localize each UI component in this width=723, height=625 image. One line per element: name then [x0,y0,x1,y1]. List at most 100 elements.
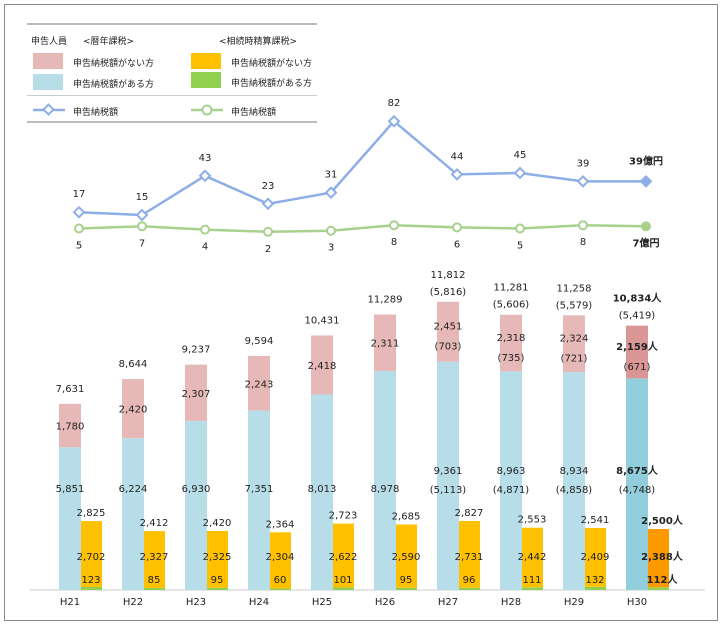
x-tick-label: H28 [501,597,521,608]
bar-settle-no-tax [459,521,480,588]
bar-annual-with-tax [500,371,522,590]
bar-settle-with-tax [270,588,291,590]
legend-settlement-label: <相続時精算課税> [219,37,298,47]
bar-settle-no-tax [522,527,543,588]
label-settle-no-tax: 2,702 [77,552,106,563]
label-settle-with-tax: 132 [585,575,604,586]
label-settle-no-tax: 2,590 [392,552,421,563]
legend-people-label: 申告人員 [31,37,68,47]
bar-annual-with-tax [563,372,585,590]
legend-blue-line-icon [33,103,65,116]
label-settle-with-tax: 85 [148,575,161,586]
bar-settle-with-tax [648,587,669,590]
legend-divider [27,95,317,96]
bar-settle-no-tax [648,529,669,588]
legend-settle-no-tax: 申告納税額がない方 [231,59,313,69]
label-annual-no-tax: 2,318 [497,333,526,344]
x-tick-label: H30 [627,597,647,608]
label-annual-with-tax: 6,930 [182,484,211,495]
line-point-settle [452,222,462,233]
x-tick-label: H27 [438,597,458,608]
label-settle-no-tax: 2,442 [518,552,547,563]
bar-settle-no-tax [333,523,354,588]
bar-annual-with-tax [437,361,459,590]
label-line-settle: 3 [328,243,334,254]
bar-annual-with-tax [248,410,270,590]
label-annual-no-tax: 2,418 [308,361,337,372]
line-point-annual [198,169,212,183]
legend-annual-no-tax: 申告納税額がない方 [73,59,155,69]
label-line-settle: 7億円 [633,236,660,249]
line-point-annual [576,175,590,188]
label-total: 11,289 [368,295,403,306]
legend-swatch-green [191,72,221,88]
label-line-settle: 5 [517,241,523,252]
label-total: 11,258 [557,283,592,294]
label-line-annual: 43 [199,153,212,164]
line-point-annual [387,114,401,128]
bar-settle-with-tax [396,587,417,590]
bar-annual-no-tax [500,314,522,372]
bar-annual-with-tax [122,438,144,590]
legend-rule-bottom [27,121,317,123]
label-annual-no-tax: 2,451 [434,322,463,333]
label-settle-total: 2,541 [581,515,610,526]
label-settle-total: 2,553 [518,515,547,526]
label-total: 11,812 [431,270,466,281]
line-tax-settle [78,223,647,234]
label-annual-no-tax-paren: (721) [561,354,588,365]
bar-settle-with-tax [459,587,480,590]
label-line-settle: 6 [454,239,460,250]
label-total-paren: (5,606) [493,300,530,311]
label-annual-with-tax: 5,851 [56,484,85,495]
x-tick-label: H26 [375,597,395,608]
label-annual-with-tax-paren: (5,113) [430,485,467,496]
bar-settle-with-tax [207,587,228,590]
label-annual-no-tax: 2,159人 [616,340,659,353]
bar-annual-no-tax [437,301,459,362]
x-tick-label: H23 [186,597,206,608]
bar-settle-with-tax [585,586,606,590]
label-annual-no-tax: 1,780 [56,422,85,433]
x-tick-label: H29 [564,597,584,608]
label-settle-no-tax: 2,731 [455,552,484,563]
line-tax-annual [78,119,646,217]
label-settle-with-tax: 111 [522,575,541,586]
line-point-annual [639,175,653,188]
label-annual-no-tax: 2,311 [371,339,400,350]
label-settle-total: 2,412 [140,518,169,529]
bar-settle-no-tax [144,531,165,588]
line-point-settle [515,223,525,234]
bar-annual-no-tax [311,335,333,395]
label-line-settle: 8 [391,237,397,248]
bar-annual-no-tax [59,403,81,448]
label-line-settle: 4 [202,242,208,253]
legend-swatch-orange [191,53,221,69]
label-settle-total: 2,723 [329,511,358,522]
label-total: 9,594 [245,336,274,347]
x-tick-label: H24 [249,597,269,608]
bar-settle-with-tax [81,586,102,590]
label-line-settle: 8 [580,237,586,248]
line-point-annual [135,208,149,222]
bar-annual-no-tax [563,315,585,373]
label-settle-with-tax: 95 [211,575,224,586]
label-annual-no-tax-paren: (735) [498,353,525,364]
label-line-annual: 39億円 [629,154,663,167]
label-total-paren: (5,419) [619,311,656,322]
label-annual-with-tax: 7,351 [245,484,274,495]
label-annual-no-tax-paren: (703) [435,342,462,353]
label-line-annual: 15 [136,192,149,203]
x-tick-label: H22 [123,597,143,608]
label-line-annual: 45 [514,150,527,161]
bar-settle-no-tax [270,532,291,589]
label-line-settle: 2 [265,244,271,255]
bar-annual-with-tax [374,370,396,590]
line-point-annual [513,166,527,180]
bar-settle-with-tax [522,587,543,590]
label-total: 10,834人 [613,292,663,305]
bar-annual-with-tax [59,447,81,590]
label-settle-total: 2,685 [392,511,421,522]
line-point-settle [389,220,399,231]
